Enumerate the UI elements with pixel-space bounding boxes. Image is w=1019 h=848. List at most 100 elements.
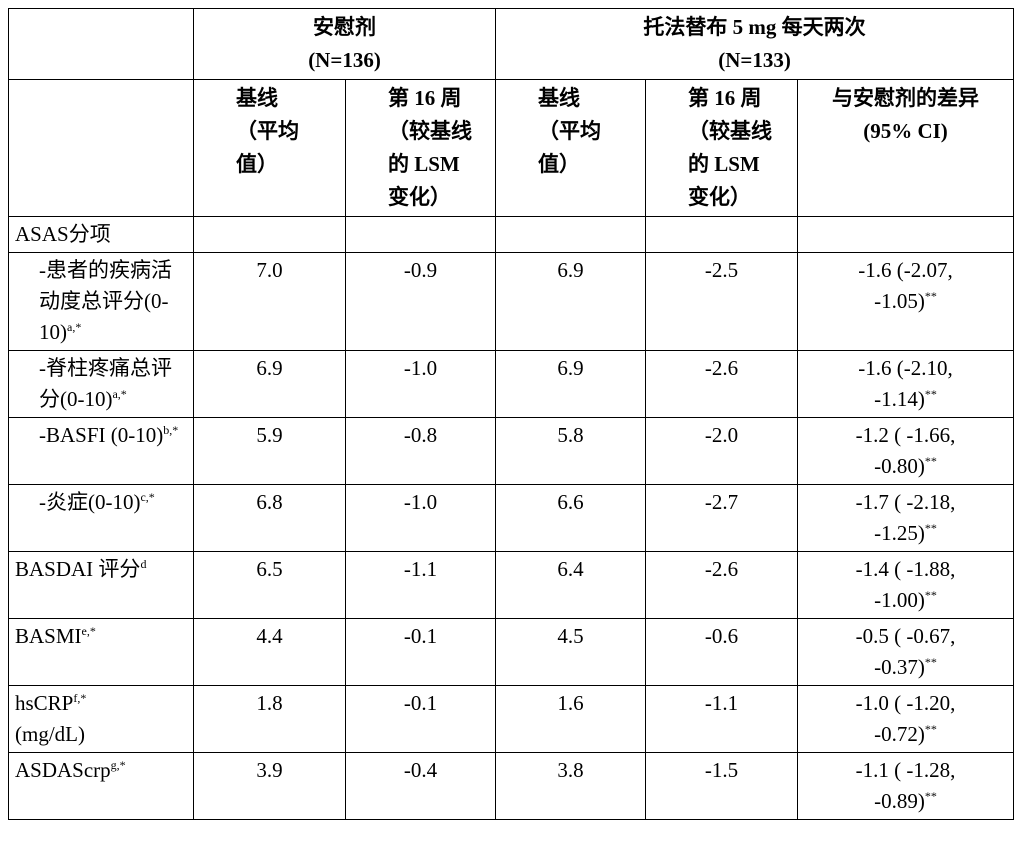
- row-label: ASAS分项: [8, 216, 194, 253]
- empty-cell: [8, 79, 194, 217]
- table-row: -BASFI (0-10)b,* 5.9 -0.8 5.8 -2.0 -1.2 ( -1.…: [8, 417, 1015, 485]
- value-cell: -2.6: [645, 350, 798, 418]
- cell-text: -1.7 ( -2.18, -1.25): [855, 490, 956, 545]
- footnote-mark: c,*: [140, 490, 155, 504]
- value-cell: -2.6: [645, 551, 798, 619]
- group-header: 安慰剂 (N=136): [193, 8, 496, 80]
- row-label: -脊柱疼痛总评分(0-10)a,*: [8, 350, 194, 418]
- value-cell: -0.4: [345, 752, 496, 820]
- value-cell: -2.7: [645, 484, 798, 552]
- diff-cell: -1.1 ( -1.28, -0.89)**: [796, 752, 1015, 820]
- value-cell: -2.0: [645, 417, 798, 485]
- cell-text: 5.9: [256, 423, 283, 447]
- table-row: BASDAI 评分d 6.5 -1.1 6.4 -2.6 -1.4 ( -1.88, -1…: [8, 551, 1015, 619]
- value-cell: 1.8: [193, 685, 346, 753]
- significance-mark: **: [924, 588, 937, 602]
- cell-text: 4.5: [557, 624, 584, 648]
- value-cell: -0.8: [345, 417, 496, 485]
- cell-text: -1.1 ( -1.28, -0.89): [855, 758, 956, 813]
- cell-text: 3.9: [256, 758, 283, 782]
- value-cell: 1.6: [495, 685, 646, 753]
- cell-text: -1.0 ( -1.20, -0.72): [855, 691, 956, 746]
- row-label: -患者的疾病活动度总评分(0-10)a,*: [8, 252, 194, 351]
- value-cell: 6.6: [495, 484, 646, 552]
- cell-text: 4.4: [256, 624, 283, 648]
- value-cell: -1.1: [345, 551, 496, 619]
- footnote-mark: e,*: [81, 624, 96, 638]
- value-cell: 6.8: [193, 484, 346, 552]
- value-cell: [345, 216, 496, 253]
- cell-text: 6.8: [256, 490, 283, 514]
- label-text: -患者的疾病活动度总评分(0-10): [39, 258, 172, 344]
- row-label: BASDAI 评分d: [8, 551, 194, 619]
- group-n: (N=133): [718, 48, 791, 72]
- cell-text: -2.7: [704, 490, 739, 514]
- label-text: -脊柱疼痛总评分(0-10): [39, 356, 172, 411]
- significance-mark: **: [924, 789, 937, 803]
- footnote-mark: a,*: [112, 387, 127, 401]
- value-cell: 6.9: [495, 252, 646, 351]
- value-cell: -0.9: [345, 252, 496, 351]
- value-cell: 6.4: [495, 551, 646, 619]
- group-name: 安慰剂: [313, 15, 376, 39]
- table-row: -炎症(0-10)c,* 6.8 -1.0 6.6 -2.7 -1.7 ( -2.18, …: [8, 484, 1015, 552]
- significance-mark: **: [924, 387, 937, 401]
- cell-text: -1.0: [403, 490, 438, 514]
- cell-text: 6.4: [557, 557, 584, 581]
- results-table: 安慰剂 (N=136) 托法替布 5 mg 每天两次 (N=133) 基线 （平均 值…: [8, 8, 1015, 820]
- value-cell: -1.5: [645, 752, 798, 820]
- value-cell: 6.9: [193, 350, 346, 418]
- diff-cell: [796, 216, 1015, 253]
- cell-text: 6.9: [557, 356, 584, 380]
- table-row: hsCRPf,* (mg/dL) 1.8 -0.1 1.6 -1.1 -1.0 ( -1.2…: [8, 685, 1015, 753]
- row-label: hsCRPf,* (mg/dL): [8, 685, 194, 753]
- table-row: ASDAScrpg,* 3.9 -0.4 3.8 -1.5 -1.1 ( -1.28, -…: [8, 752, 1015, 820]
- cell-text: -0.5 ( -0.67, -0.37): [855, 624, 956, 679]
- footnote-mark: a,*: [67, 320, 82, 334]
- cell-text: 6.5: [256, 557, 283, 581]
- cell-text: -2.6: [704, 557, 739, 581]
- column-header: 第 16 周 （较基线 的 LSM 变化）: [645, 79, 798, 217]
- value-cell: -1.0: [345, 350, 496, 418]
- cell-text: -2.0: [704, 423, 739, 447]
- value-cell: 7.0: [193, 252, 346, 351]
- row-label: -BASFI (0-10)b,*: [8, 417, 194, 485]
- cell-text: -1.1: [704, 691, 739, 715]
- footnote-mark: b,*: [163, 423, 179, 437]
- row-label: ASDAScrpg,*: [8, 752, 194, 820]
- value-cell: 6.5: [193, 551, 346, 619]
- label-text: BASDAI 评分: [15, 557, 141, 581]
- group-header: 托法替布 5 mg 每天两次 (N=133): [494, 8, 1015, 80]
- cell-text: -0.6: [704, 624, 739, 648]
- significance-mark: **: [924, 454, 937, 468]
- value-cell: -0.1: [345, 685, 496, 753]
- footnote-mark: d: [140, 557, 147, 571]
- table-row: -患者的疾病活动度总评分(0-10)a,* 7.0 -0.9 6.9 -2.5 -1.6 …: [8, 252, 1015, 351]
- column-header: 与安慰剂的差异 (95% CI): [796, 79, 1015, 217]
- group-n: (N=136): [308, 48, 381, 72]
- value-cell: 3.8: [495, 752, 646, 820]
- empty-cell: [8, 8, 194, 80]
- cell-text: 6.9: [557, 258, 584, 282]
- diff-cell: -0.5 ( -0.67, -0.37)**: [796, 618, 1015, 686]
- value-cell: [645, 216, 798, 253]
- diff-cell: -1.4 ( -1.88, -1.00)**: [796, 551, 1015, 619]
- cell-text: -2.6: [704, 356, 739, 380]
- column-header: 第 16 周 （较基线 的 LSM 变化）: [345, 79, 496, 217]
- value-cell: 4.4: [193, 618, 346, 686]
- row-label: -炎症(0-10)c,*: [8, 484, 194, 552]
- unit-text: (mg/dL): [15, 722, 85, 746]
- value-cell: -0.1: [345, 618, 496, 686]
- cell-text: -0.1: [403, 624, 438, 648]
- value-cell: 5.8: [495, 417, 646, 485]
- cell-text: 1.6: [557, 691, 584, 715]
- header-row: 基线 （平均 值）第 16 周 （较基线 的 LSM 变化） 基线 （平均 值）第…: [8, 79, 1015, 217]
- label-text: hsCRP: [15, 691, 74, 715]
- diff-cell: -1.0 ( -1.20, -0.72)**: [796, 685, 1015, 753]
- label-text: ASAS分项: [15, 222, 111, 246]
- cell-text: -0.1: [403, 691, 438, 715]
- diff-cell: -1.7 ( -2.18, -1.25)**: [796, 484, 1015, 552]
- significance-mark: **: [924, 521, 937, 535]
- table-body: ASAS分项 -患者的疾病活动度总评分(0-10)a,* 7.0 -0.9 6.9 -2.…: [8, 216, 1015, 820]
